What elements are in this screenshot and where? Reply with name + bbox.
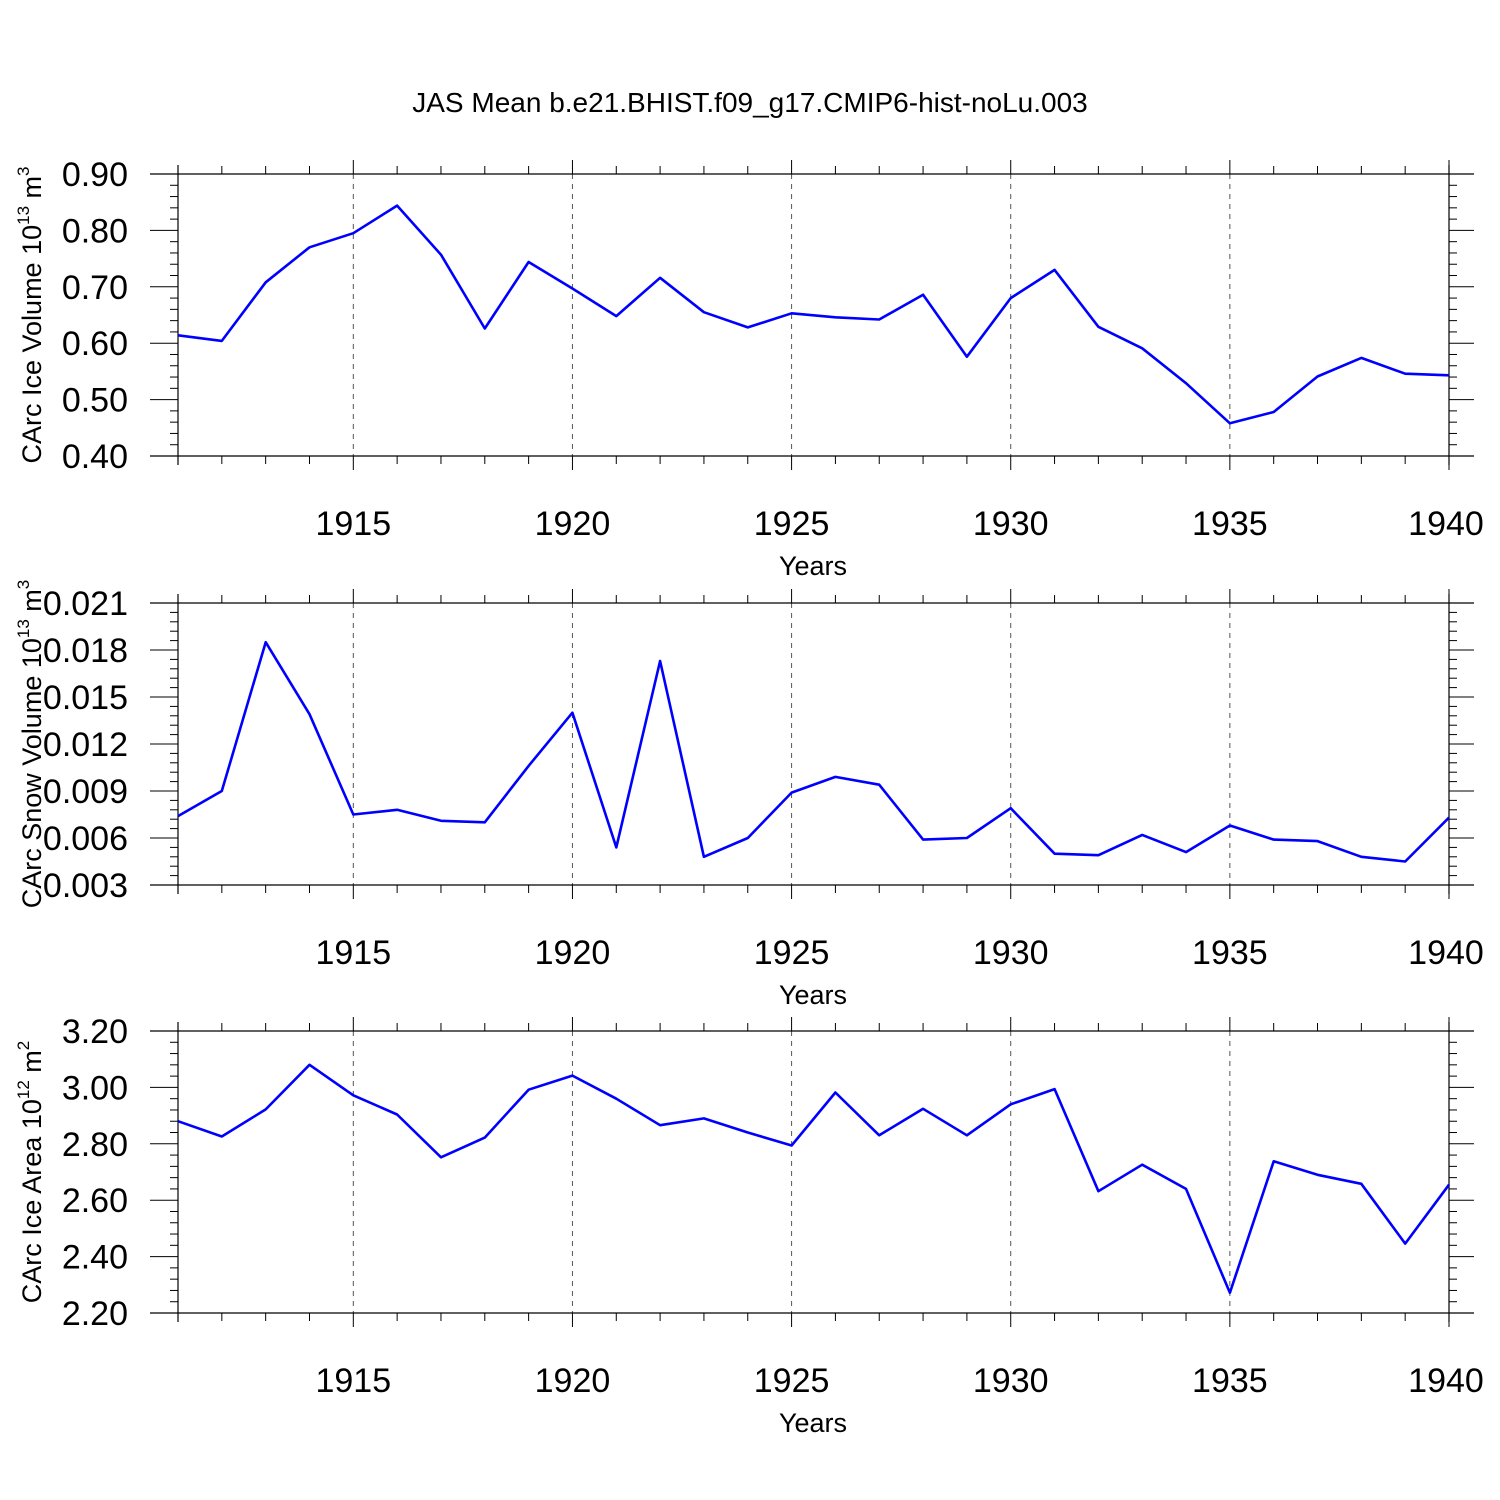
x-tick-label: 1915 <box>315 1362 391 1400</box>
x-tick-label: 1940 <box>1408 1362 1484 1400</box>
y-tick-label: 0.006 <box>43 820 128 858</box>
y-tick-label: 0.40 <box>62 438 128 476</box>
y-title-unit-exponent: 3 <box>14 580 33 589</box>
series-line <box>177 640 1450 863</box>
x-tick-label: 1935 <box>1192 505 1268 543</box>
y-tick-label: 0.70 <box>62 269 128 307</box>
y-title-unit: m <box>17 1050 47 1080</box>
series-line <box>177 1063 1451 1294</box>
y-title-exponent: 13 <box>14 206 33 225</box>
y-title-text: CArc Ice Volume 10 <box>17 225 47 464</box>
x-axis-title: Years <box>779 1408 847 1438</box>
y-axis-title: CArc Snow Volume 1013 m3 <box>14 580 47 909</box>
x-tick-label: 1940 <box>1408 505 1484 543</box>
y-title-unit-exponent: 3 <box>14 166 33 175</box>
y-axis-title: CArc Ice Volume 1013 m3 <box>14 166 47 463</box>
y-tick-label: 2.80 <box>62 1126 128 1164</box>
x-tick-label: 1935 <box>1192 934 1268 972</box>
y-tick-label: 3.00 <box>62 1069 128 1107</box>
x-tick-label: 1925 <box>754 505 830 543</box>
x-tick-label: 1920 <box>535 1362 611 1400</box>
chart-panels: 0.40 0.50 0.60 0.70 0.80 0.90 1915 1920 1925 1930… <box>14 156 1484 1438</box>
y-tick-label: 0.015 <box>43 679 128 717</box>
x-tick-label: 1920 <box>535 934 611 972</box>
y-tick-label: 0.012 <box>43 726 128 764</box>
x-tick-label: 1935 <box>1192 1362 1268 1400</box>
x-tick-label: 1920 <box>535 505 611 543</box>
y-tick-label: 2.20 <box>62 1295 128 1333</box>
y-tick-label: 2.40 <box>62 1239 128 1277</box>
x-axis-title: Years <box>779 551 847 581</box>
y-tick-label: 0.018 <box>43 632 128 670</box>
y-tick-label: 0.009 <box>43 773 128 811</box>
chart-title: JAS Mean b.e21.BHIST.f09_g17.CMIP6-hist-… <box>412 87 1088 118</box>
x-tick-label: 1925 <box>754 934 830 972</box>
y-tick-label: 3.20 <box>62 1013 128 1051</box>
y-tick-label: 0.021 <box>43 585 128 623</box>
y-tick-label: 0.80 <box>62 212 128 250</box>
y-title-exponent: 13 <box>14 619 33 638</box>
x-tick-label: 1915 <box>315 505 391 543</box>
y-title-unit-exponent: 2 <box>14 1041 33 1050</box>
x-tick-label: 1930 <box>973 934 1049 972</box>
x-tick-label: 1930 <box>973 505 1049 543</box>
y-tick-label: 2.60 <box>62 1182 128 1220</box>
y-tick-label: 0.50 <box>62 382 128 420</box>
x-axis-title: Years <box>779 980 847 1010</box>
y-tick-label: 0.90 <box>62 156 128 194</box>
y-axis-title: CArc Ice Area 1012 m2 <box>14 1041 47 1304</box>
y-title-unit: m <box>17 176 47 206</box>
x-tick-label: 1925 <box>754 1362 830 1400</box>
y-title-text: CArc Ice Area 10 <box>17 1099 47 1303</box>
chart-panel-1: 0.40 0.50 0.60 0.70 0.80 0.90 1915 1920 1925 1930… <box>14 156 1484 581</box>
chart-panel-2: 0.003 0.006 0.009 0.012 0.015 0.018 0.021 1915 1… <box>14 580 1484 1010</box>
x-tick-label: 1930 <box>973 1362 1049 1400</box>
y-tick-label: 0.003 <box>43 867 128 905</box>
y-title-unit: m <box>17 589 47 619</box>
chart-panel-3: 2.20 2.40 2.60 2.80 3.00 3.20 1915 1920 1925 1930… <box>14 1013 1484 1438</box>
y-title-exponent: 12 <box>14 1080 33 1099</box>
x-tick-label: 1940 <box>1408 934 1484 972</box>
y-tick-label: 0.60 <box>62 325 128 363</box>
y-title-text: CArc Snow Volume 10 <box>17 638 47 908</box>
series-line <box>177 204 1450 425</box>
x-tick-label: 1915 <box>315 934 391 972</box>
